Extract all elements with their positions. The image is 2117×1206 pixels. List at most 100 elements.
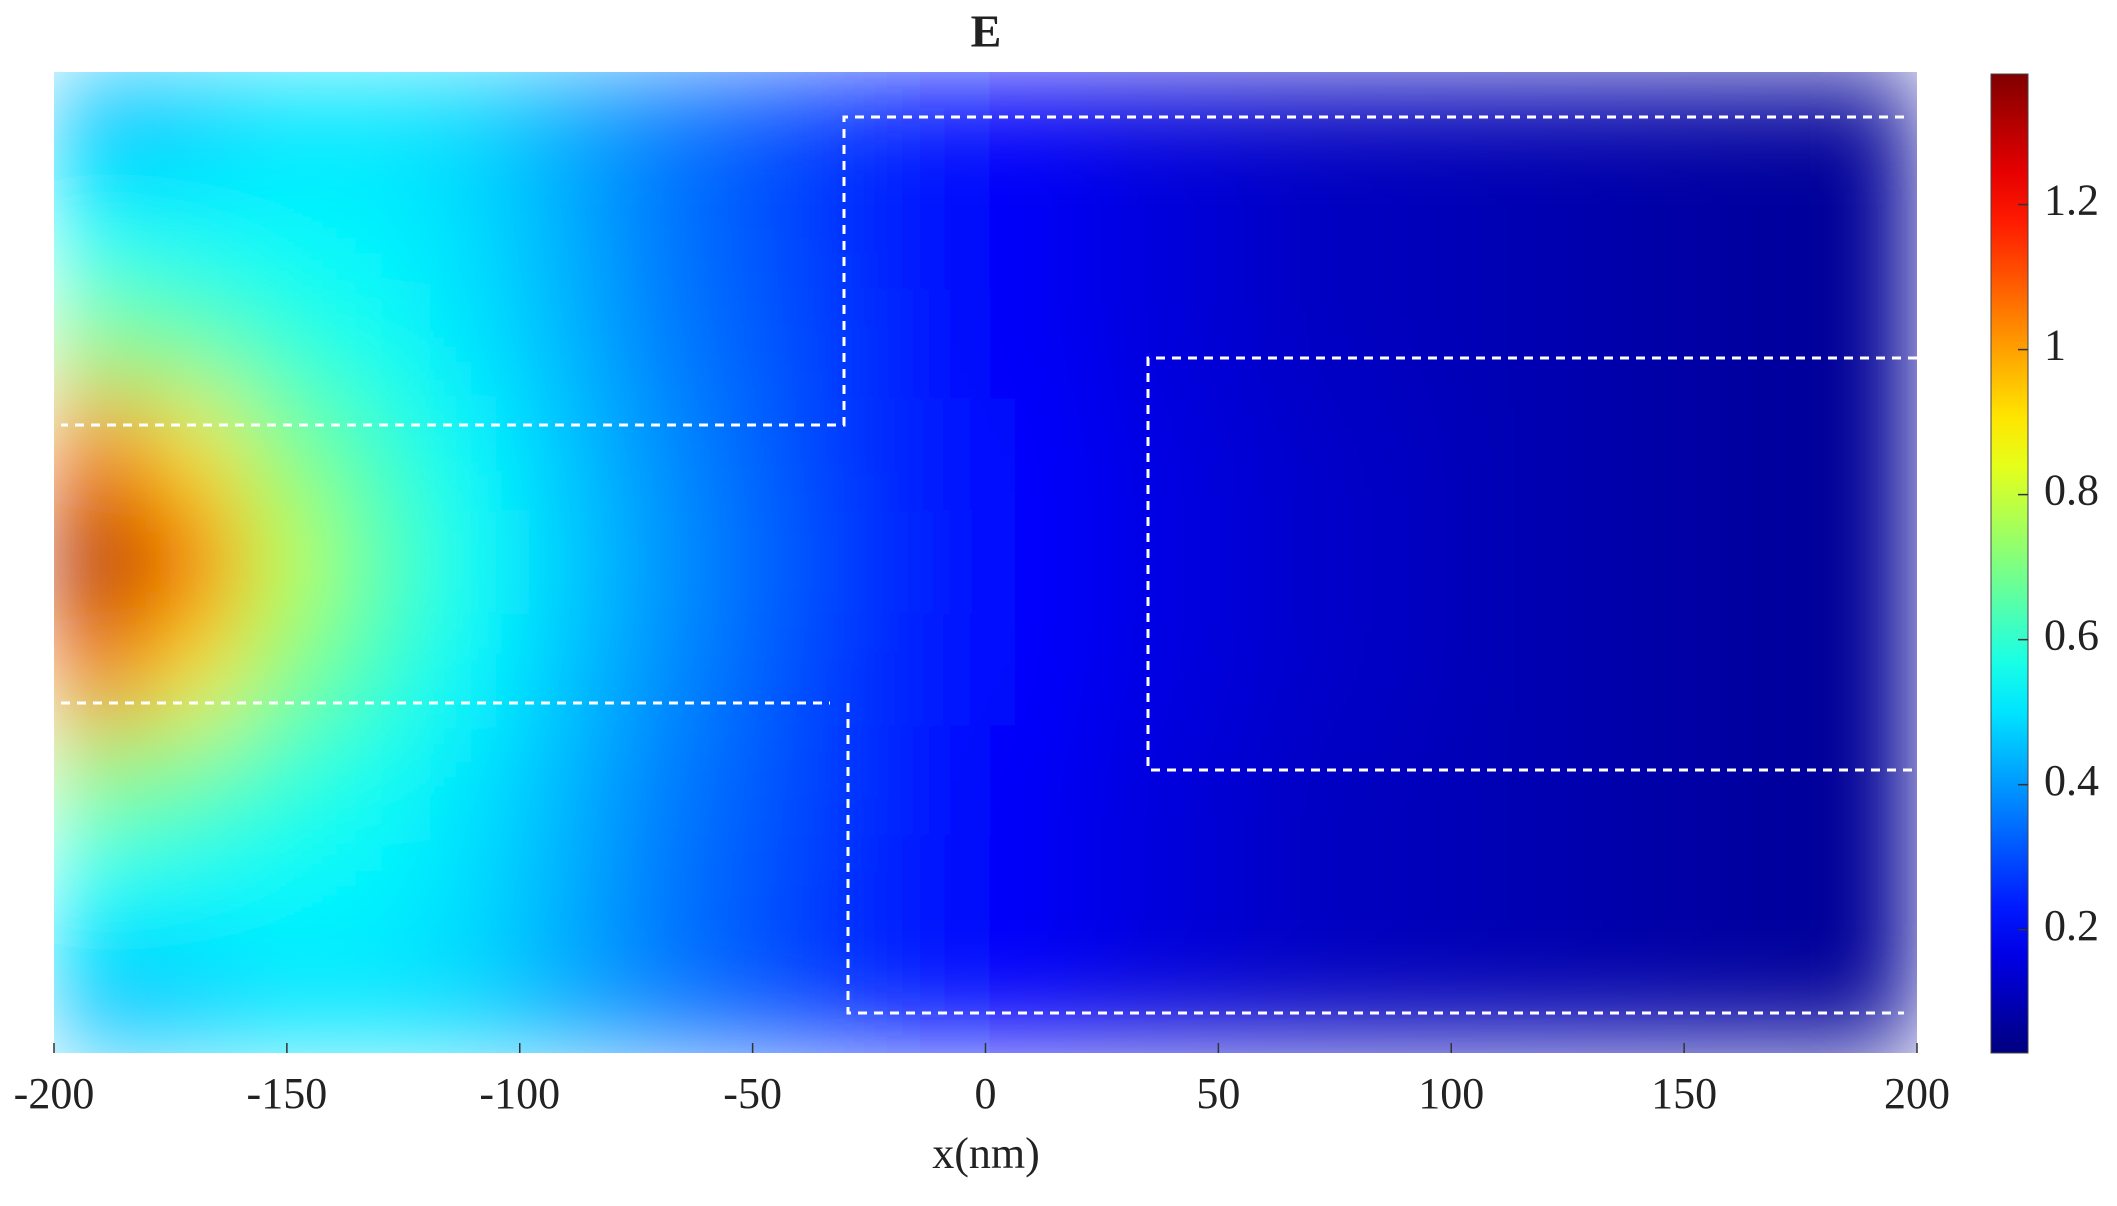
heat-cell xyxy=(519,725,614,836)
heat-cell xyxy=(1450,72,1545,182)
heat-cell xyxy=(1730,72,1825,182)
heat-cell xyxy=(1823,616,1917,727)
heat-cell xyxy=(54,180,148,291)
heat-cell xyxy=(1171,180,1266,291)
x-tick-label: 200 xyxy=(1884,1069,1950,1118)
heat-cell xyxy=(1450,616,1545,727)
colorbar-tick-label: 0.6 xyxy=(2044,611,2099,660)
heat-cell xyxy=(332,834,428,945)
heat-cell xyxy=(1823,72,1917,182)
heat-cell xyxy=(891,180,986,291)
heat-cell xyxy=(1823,289,1917,400)
heat-cell xyxy=(1078,834,1173,945)
heat-cell xyxy=(985,507,1080,618)
heat-cell xyxy=(798,616,893,727)
heat-cell xyxy=(705,398,800,509)
heat-cell xyxy=(54,289,148,400)
x-tick-label: 100 xyxy=(1418,1069,1484,1118)
x-tick-label: -150 xyxy=(247,1069,328,1118)
structure-outline xyxy=(61,115,1917,1015)
heat-cell xyxy=(985,834,1080,945)
heat-cell xyxy=(1637,289,1732,400)
heat-cell xyxy=(426,834,521,945)
heat-cell xyxy=(891,616,986,727)
heat-cell xyxy=(1357,834,1452,945)
heat-cell xyxy=(705,834,800,945)
heat-cell xyxy=(239,507,334,618)
heat-cell xyxy=(239,72,334,182)
heat-cell xyxy=(1450,725,1545,836)
heat-cell xyxy=(1357,725,1452,836)
heat-cell xyxy=(985,72,1080,182)
heat-cell xyxy=(1450,398,1545,509)
heat-cell xyxy=(54,507,148,618)
heat-cell xyxy=(519,289,614,400)
heat-cell xyxy=(1730,507,1825,618)
heat-cell xyxy=(519,507,614,618)
heat-cell xyxy=(1730,289,1825,400)
heat-cell xyxy=(612,943,707,1053)
heat-cell xyxy=(1543,289,1639,400)
heat-cell xyxy=(1543,943,1639,1053)
heat-cell xyxy=(519,834,614,945)
heat-cell xyxy=(519,72,614,182)
heat-cell xyxy=(239,725,334,836)
outline xyxy=(1146,356,1917,772)
heat-cell xyxy=(1357,943,1452,1053)
heat-cell xyxy=(426,180,521,291)
heat-cell xyxy=(1637,943,1732,1053)
heat-cell xyxy=(1357,180,1452,291)
heat-cell xyxy=(1264,507,1359,618)
heat-cell xyxy=(1543,725,1639,836)
heat-cell xyxy=(146,289,241,400)
heat-cell xyxy=(146,398,241,509)
heat-cell xyxy=(332,180,428,291)
heat-cell xyxy=(1823,834,1917,945)
heat-cell xyxy=(1730,725,1825,836)
heat-cell xyxy=(891,289,986,400)
heat-cell xyxy=(1078,289,1173,400)
heat-cell xyxy=(332,725,428,836)
heat-cell xyxy=(146,834,241,945)
heat-cell xyxy=(612,289,707,400)
heat-cell xyxy=(705,180,800,291)
heat-cell xyxy=(612,834,707,945)
heat-cell xyxy=(705,943,800,1053)
heat-cell xyxy=(519,616,614,727)
heat-cell xyxy=(519,398,614,509)
colorbar-tick-label: 1 xyxy=(2044,321,2066,370)
heat-cell xyxy=(705,725,800,836)
heat-cell xyxy=(1078,398,1173,509)
colorbar-tick-label: 1.2 xyxy=(2044,176,2099,225)
heat-cell xyxy=(1078,943,1173,1053)
heat-cell xyxy=(798,398,893,509)
heat-cell xyxy=(1264,398,1359,509)
heat-cell xyxy=(798,507,893,618)
heat-cell xyxy=(798,72,893,182)
heat-cell xyxy=(612,725,707,836)
heat-cell xyxy=(1637,507,1732,618)
heat-cell xyxy=(332,616,428,727)
heat-cell xyxy=(612,507,707,618)
plot-area xyxy=(54,72,1917,1053)
heat-cell xyxy=(612,398,707,509)
heat-cell xyxy=(1823,507,1917,618)
heat-cell xyxy=(1543,616,1639,727)
chart-title: E xyxy=(971,6,1002,57)
heat-cell xyxy=(1357,507,1452,618)
heat-cell xyxy=(1543,507,1639,618)
heat-cell xyxy=(1264,616,1359,727)
heat-cell xyxy=(239,289,334,400)
heat-cell xyxy=(426,725,521,836)
heat-cell xyxy=(1078,616,1173,727)
heat-cell xyxy=(985,398,1080,509)
heat-cell xyxy=(1264,834,1359,945)
heat-cell xyxy=(1450,834,1545,945)
heat-cell xyxy=(1543,834,1639,945)
x-tick-label: 150 xyxy=(1651,1069,1717,1118)
heat-cell xyxy=(1078,180,1173,291)
heat-cell xyxy=(891,943,986,1053)
heat-cell xyxy=(612,616,707,727)
x-tick-label: 0 xyxy=(975,1069,997,1118)
heat-cell xyxy=(426,507,521,618)
